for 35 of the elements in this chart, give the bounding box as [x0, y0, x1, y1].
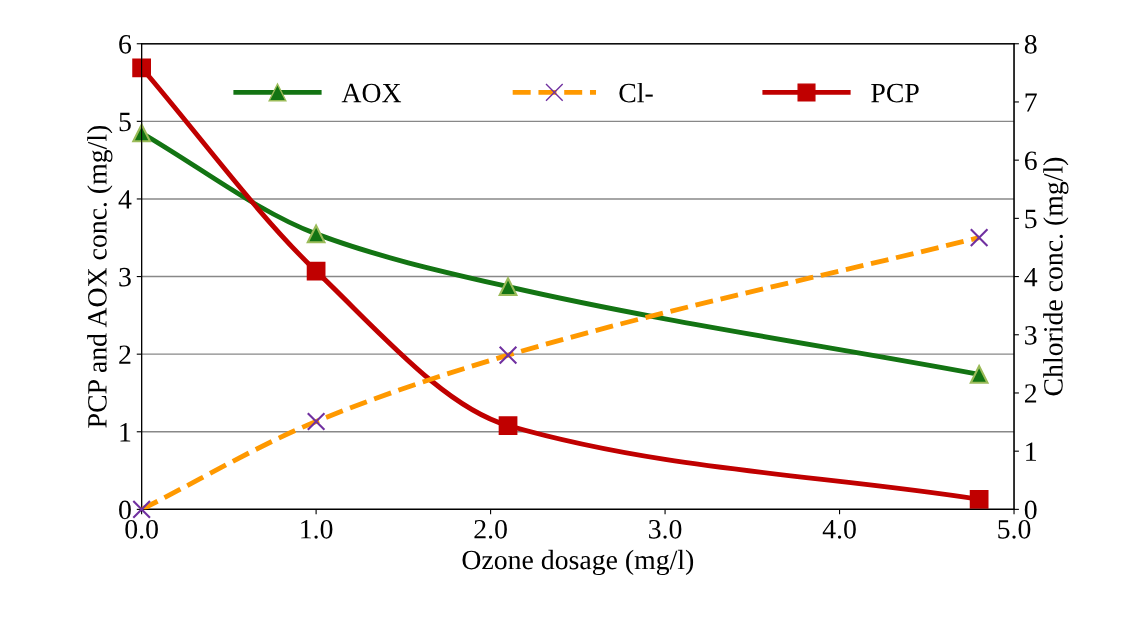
y-tick-label: 4	[118, 190, 132, 209]
x-tick-label: 1.0	[301, 519, 333, 539]
x-tick-label: 2.0	[474, 519, 507, 539]
point	[969, 489, 989, 509]
y2-tick-label: 4	[1024, 267, 1038, 287]
y-tick-label: 5	[119, 112, 131, 132]
y2-tick-label: 1	[1026, 442, 1036, 461]
x-tick-label: 4.0	[822, 519, 856, 539]
y-tick-label: 6	[119, 34, 132, 54]
x-tick-label: 0.0	[125, 519, 158, 539]
y2-tick-label: 0	[1024, 500, 1037, 520]
x-tick-label: 3.0	[649, 519, 682, 539]
y2-axis-title: Chloride conc. (mg/l)	[1043, 157, 1069, 396]
y-tick-label: 3	[119, 267, 131, 287]
point	[498, 416, 518, 435]
point	[969, 364, 989, 384]
y2-tick-label: 8	[1024, 34, 1037, 54]
legend-label: AOX	[341, 83, 402, 103]
x-tick-label: 5.0	[998, 519, 1031, 539]
y2-tick-label: 5	[1025, 209, 1037, 229]
y-tick-label: 2	[119, 345, 131, 364]
point	[498, 277, 518, 297]
y2-tick-label: 3	[1025, 326, 1037, 345]
x-axis-title: Ozone dosage (mg/l)	[462, 549, 694, 576]
point	[306, 224, 326, 244]
y-tick-label: 1	[120, 423, 131, 442]
point	[132, 58, 151, 78]
y2-tick-label: 7	[1025, 93, 1037, 112]
legend-label: PCP	[871, 83, 919, 103]
y2-tick-label: 6	[1024, 151, 1037, 171]
y2-tick-label: 2	[1024, 384, 1037, 403]
legend-label: Cl-	[619, 82, 653, 103]
point	[306, 261, 326, 281]
y-tick-label: 0	[119, 500, 131, 520]
y-axis-title: PCP and AOX conc. (mg/l)	[87, 125, 113, 428]
